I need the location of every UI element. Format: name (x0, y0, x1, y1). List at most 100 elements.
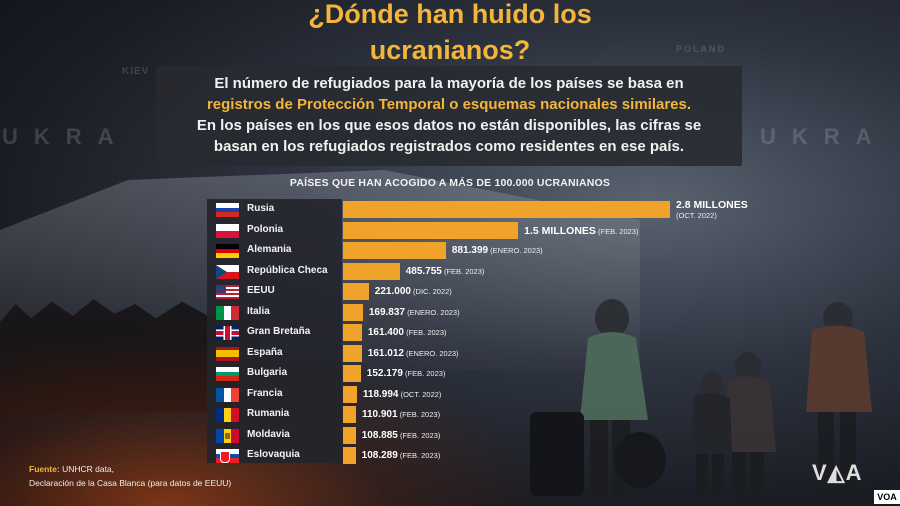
source-note: Fuente: UNHCR data, Declaración de la Ca… (29, 462, 231, 490)
value-date: (DIC. 2022) (410, 287, 452, 296)
page-title: ¿Dónde han huido los ucranianos? (0, 0, 900, 68)
bar (343, 303, 363, 321)
country-label: República Checa (247, 264, 328, 276)
description-box: El número de refugiados para la mayoría … (156, 66, 742, 166)
bar-row: Rusia (207, 201, 342, 218)
voa-logo: V◭A (812, 460, 863, 485)
russia-flag-icon (216, 203, 239, 217)
title-line-1: ¿Dónde han huido los (308, 0, 592, 29)
value-date: (OCT. 2022) (676, 211, 717, 220)
value-label: 1.5 MILLONES (FEB. 2023) (524, 225, 638, 237)
bar-row: Rumania (207, 406, 342, 423)
bar-row: Italia (207, 304, 342, 321)
desc-line-2: registros de Protección Temporal o esque… (206, 96, 692, 113)
value-date: (ENERO. 2023) (488, 246, 543, 255)
country-label: Italia (247, 305, 270, 317)
country-label: Rumania (247, 408, 290, 419)
poland-flag-icon (216, 223, 239, 238)
bar (343, 406, 356, 423)
value-date: (OCT. 2022) (398, 389, 442, 399)
value-date: (FEB. 2023) (441, 266, 485, 276)
value-label: 110.901 (FEB. 2023) (362, 409, 440, 420)
country-label: Eslovaquia (247, 449, 300, 460)
value-date: (ENERO. 2023) (404, 307, 460, 317)
germany-flag-icon (216, 244, 239, 258)
value-date: (ENERO. 2023) (403, 348, 459, 358)
value-label: 108.885 (FEB. 2023) (362, 430, 441, 441)
value-date: (FEB. 2023) (397, 410, 441, 419)
value-date: (FEB. 2023) (404, 328, 447, 337)
moldova-flag-icon (216, 428, 239, 443)
romania-flag-icon (216, 408, 239, 422)
bar (343, 426, 356, 444)
value-label: 161.400 (FEB. 2023) (368, 327, 447, 338)
value-number: 161.012 (367, 347, 404, 359)
country-label: Polonia (247, 223, 284, 235)
bar (343, 221, 519, 239)
slovakia-flag-icon (216, 449, 239, 463)
country-label: EEUU (247, 285, 275, 296)
bar (343, 365, 361, 382)
value-label: 169.837 (ENERO. 2023) (369, 307, 460, 318)
italy-flag-icon (216, 305, 239, 320)
source-label: Fuente: (29, 464, 60, 474)
bar-row: Polonia (207, 222, 342, 239)
country-label: Rusia (247, 203, 275, 214)
value-label: 152.179 (FEB. 2023) (367, 368, 446, 379)
value-number: 161.400 (367, 327, 404, 338)
value-label: 2.8 MILLONES (OCT. 2022) (676, 200, 748, 221)
bar-row: EEUU (207, 283, 342, 300)
czech-flag-icon (216, 264, 239, 279)
value-label: 221.000 (DIC. 2022) (375, 286, 452, 297)
desc-line-4: basan en los refugiados registrados como… (213, 138, 685, 155)
bar-row: Francia (207, 386, 342, 403)
value-number: 2.8 MILLONES (676, 199, 748, 211)
usa-flag-icon (216, 285, 239, 299)
map-word-ukra-left: UKRA (2, 124, 130, 149)
bar (343, 283, 369, 300)
bar (343, 447, 356, 464)
country-label: Moldavia (247, 428, 290, 440)
bar-row: Moldavia (207, 427, 342, 444)
value-number: 108.289 (361, 450, 398, 461)
source-line-2: Declaración de la Casa Blanca (para dato… (29, 478, 232, 488)
value-label: 108.289 (FEB. 2023) (362, 450, 441, 461)
bar (343, 242, 446, 259)
bar (343, 201, 670, 218)
map-word-ukra-right: UKRA (760, 124, 888, 149)
bulgaria-flag-icon (216, 367, 239, 381)
country-label: Francia (247, 387, 283, 399)
value-date: (FEB. 2023) (397, 430, 441, 440)
value-number: 152.179 (366, 368, 403, 379)
bar-row: Bulgaria (207, 365, 342, 382)
bar-row: República Checa (207, 263, 342, 280)
bar (343, 324, 362, 341)
value-number: 221.000 (374, 286, 411, 297)
value-number: 881.399 (451, 245, 489, 256)
value-number: 118.994 (362, 388, 399, 400)
country-label: España (247, 346, 283, 358)
value-number: 169.837 (368, 306, 405, 318)
uk-flag-icon (216, 326, 239, 340)
value-number: 485.755 (405, 265, 442, 277)
desc-line-1: El número de refugiados para la mayoría … (214, 75, 684, 92)
value-number: 108.885 (361, 429, 398, 441)
france-flag-icon (216, 387, 239, 402)
map-word-kiev: KIEV (122, 66, 150, 77)
voa-badge: VOA (874, 490, 900, 504)
bar (343, 344, 362, 362)
bar-row: España (207, 345, 342, 362)
bar (343, 262, 400, 280)
desc-line-3: En los países en los que esos datos no e… (196, 117, 702, 134)
title-line-2: ucranianos? (369, 35, 531, 65)
map-word-poland: POLAND (676, 44, 726, 54)
country-label: Bulgaria (247, 367, 288, 378)
value-number: 110.901 (361, 409, 398, 420)
country-label: Alemania (247, 244, 292, 255)
bar-row: Eslovaquia (207, 447, 342, 464)
bar-row: Alemania (207, 242, 342, 259)
value-date: (FEB. 2023) (402, 369, 446, 378)
chart-title: PAÍSES QUE HAN ACOGIDO A MÁS DE 100.000 … (289, 177, 611, 189)
value-label: 118.994 (OCT. 2022) (363, 389, 442, 400)
